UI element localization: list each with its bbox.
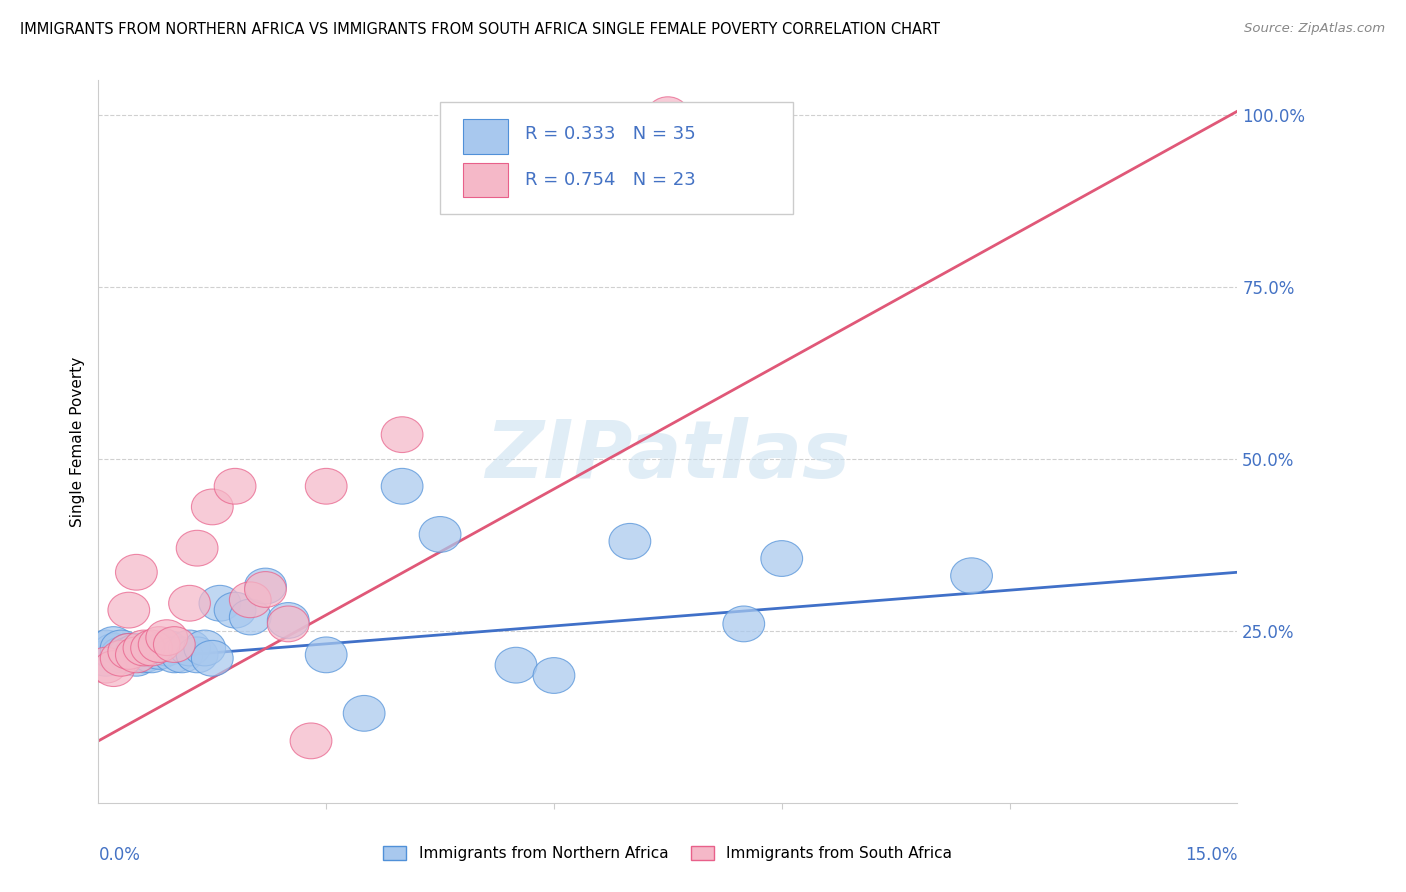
Bar [463, 120, 509, 154]
Legend: Immigrants from Northern Africa, Immigrants from South Africa: Immigrants from Northern Africa, Immigra… [377, 840, 959, 867]
Text: Source: ZipAtlas.com: Source: ZipAtlas.com [1244, 22, 1385, 36]
Text: R = 0.754   N = 23: R = 0.754 N = 23 [526, 170, 696, 188]
Text: 15.0%: 15.0% [1185, 847, 1237, 864]
Text: 0.0%: 0.0% [98, 847, 141, 864]
FancyBboxPatch shape [440, 102, 793, 214]
Text: IMMIGRANTS FROM NORTHERN AFRICA VS IMMIGRANTS FROM SOUTH AFRICA SINGLE FEMALE PO: IMMIGRANTS FROM NORTHERN AFRICA VS IMMIG… [20, 22, 939, 37]
Bar [463, 162, 509, 197]
Y-axis label: Single Female Poverty: Single Female Poverty [69, 357, 84, 526]
Text: R = 0.333   N = 35: R = 0.333 N = 35 [526, 125, 696, 143]
Text: ZIPatlas: ZIPatlas [485, 417, 851, 495]
